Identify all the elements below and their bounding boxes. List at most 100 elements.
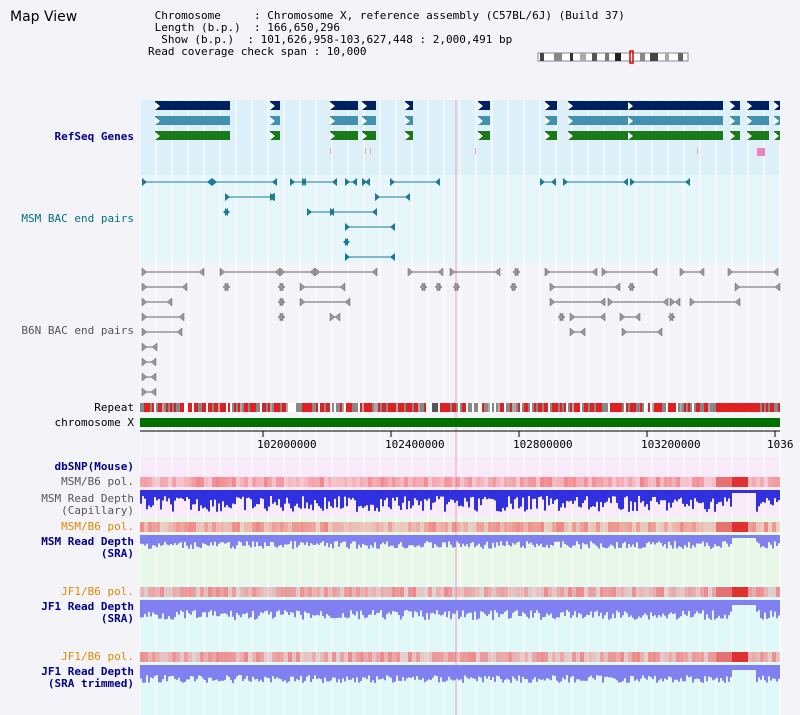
repeat-segment bbox=[360, 403, 362, 412]
heat-cell bbox=[232, 652, 236, 662]
depth-bar bbox=[664, 490, 666, 501]
depth-bar bbox=[366, 535, 368, 546]
depth-bar bbox=[220, 600, 222, 614]
depth-bar bbox=[496, 600, 498, 613]
gene-arrow bbox=[774, 102, 779, 110]
depth-bar bbox=[548, 600, 550, 616]
depth-bar bbox=[322, 535, 324, 542]
repeat-segment bbox=[194, 403, 196, 412]
depth-bar bbox=[150, 535, 152, 549]
depth-bar bbox=[244, 665, 246, 679]
track-label-refseq[interactable]: RefSeq Genes bbox=[54, 130, 134, 143]
track-label-msm-b6-pol-2: MSM/B6 pol. bbox=[61, 520, 134, 533]
depth-bar bbox=[312, 490, 314, 511]
depth-bar bbox=[570, 535, 572, 548]
bac-end bbox=[623, 178, 628, 186]
bac-end bbox=[727, 267, 734, 277]
depth-bar bbox=[430, 535, 432, 543]
msm-bac-pairs[interactable] bbox=[142, 178, 690, 261]
depth-bar bbox=[668, 535, 670, 542]
depth-bar bbox=[478, 665, 480, 677]
depth-bar bbox=[278, 600, 280, 611]
heat-cell bbox=[436, 587, 440, 597]
depth-bar bbox=[634, 490, 636, 503]
bac-end bbox=[198, 267, 205, 277]
depth-bar bbox=[642, 490, 644, 501]
depth-bar bbox=[490, 490, 492, 499]
depth-bar bbox=[256, 600, 258, 619]
genome-track-panel[interactable]: 102000000 102400000 102800000 103200000 … bbox=[140, 0, 800, 715]
depth-bar bbox=[652, 490, 654, 498]
heat-cell bbox=[724, 652, 728, 662]
depth-bar bbox=[298, 665, 300, 681]
repeat-segment bbox=[332, 403, 334, 412]
depth-bar bbox=[390, 600, 392, 615]
heat-cell bbox=[476, 587, 480, 597]
depth-bar bbox=[162, 490, 164, 501]
depth-bar bbox=[256, 665, 258, 679]
depth-bar bbox=[144, 490, 146, 499]
heat-cell bbox=[540, 652, 544, 662]
chromosome-ideogram[interactable] bbox=[530, 50, 700, 64]
refseq-genes[interactable] bbox=[155, 101, 780, 156]
heat-cell bbox=[760, 587, 764, 597]
track-label-b6n-bac[interactable]: B6N BAC end pairs bbox=[21, 324, 134, 337]
depth-bar bbox=[160, 535, 162, 546]
b6n-bac-pairs[interactable] bbox=[141, 267, 781, 397]
repeat-segment bbox=[416, 403, 418, 412]
depth-bar bbox=[278, 665, 280, 679]
depth-bar bbox=[270, 535, 272, 542]
repeat-segment bbox=[746, 403, 748, 412]
heat-cell bbox=[400, 477, 404, 487]
depth-bar bbox=[724, 600, 726, 615]
depth-bar bbox=[358, 490, 360, 507]
depth-bar bbox=[712, 665, 714, 681]
depth-bar bbox=[762, 665, 764, 676]
repeat-segment bbox=[762, 403, 764, 412]
depth-bar bbox=[204, 600, 206, 613]
depth-bar bbox=[288, 665, 290, 682]
depth-bar bbox=[746, 535, 748, 538]
heat-cell bbox=[552, 652, 556, 662]
repeat-segment bbox=[282, 403, 284, 412]
track-label-dbsnp[interactable]: dbSNP(Mouse) bbox=[54, 460, 134, 473]
depth-bar bbox=[148, 665, 150, 683]
depth-bar bbox=[250, 490, 252, 500]
repeat-segment bbox=[768, 403, 770, 412]
depth-bar bbox=[754, 535, 756, 538]
depth-bar bbox=[542, 490, 544, 500]
depth-bar bbox=[324, 535, 326, 547]
depth-bar bbox=[340, 665, 342, 683]
depth-bar bbox=[754, 665, 756, 670]
heat-cell bbox=[352, 587, 356, 597]
heat-cell bbox=[464, 587, 468, 597]
depth-bar bbox=[336, 665, 338, 683]
depth-bar bbox=[274, 490, 276, 502]
repeat-segment bbox=[220, 403, 222, 412]
depth-bar bbox=[288, 600, 290, 615]
repeat-segment bbox=[338, 403, 340, 412]
heat-cell bbox=[676, 652, 680, 662]
depth-bar bbox=[748, 490, 750, 493]
depth-bar bbox=[620, 490, 622, 510]
depth-bar bbox=[234, 665, 236, 680]
repeat-segment bbox=[664, 403, 666, 412]
heat-cell bbox=[776, 652, 780, 662]
repeat-segment bbox=[634, 403, 636, 412]
heat-cell bbox=[560, 522, 564, 532]
depth-bar bbox=[702, 535, 704, 542]
heat-cell bbox=[356, 477, 360, 487]
depth-bar bbox=[506, 665, 508, 679]
heat-cell bbox=[776, 587, 780, 597]
track-label-msm-bac[interactable]: MSM BAC end pairs bbox=[21, 212, 134, 225]
bac-end bbox=[563, 178, 568, 186]
repeat-segment bbox=[604, 403, 606, 412]
depth-bar bbox=[534, 600, 536, 613]
heat-cell bbox=[260, 587, 264, 597]
heat-cell bbox=[760, 522, 764, 532]
depth-bar bbox=[214, 600, 216, 612]
depth-bar bbox=[726, 490, 728, 502]
depth-bar bbox=[630, 600, 632, 616]
depth-bar bbox=[708, 490, 710, 509]
depth-bar bbox=[682, 600, 684, 611]
